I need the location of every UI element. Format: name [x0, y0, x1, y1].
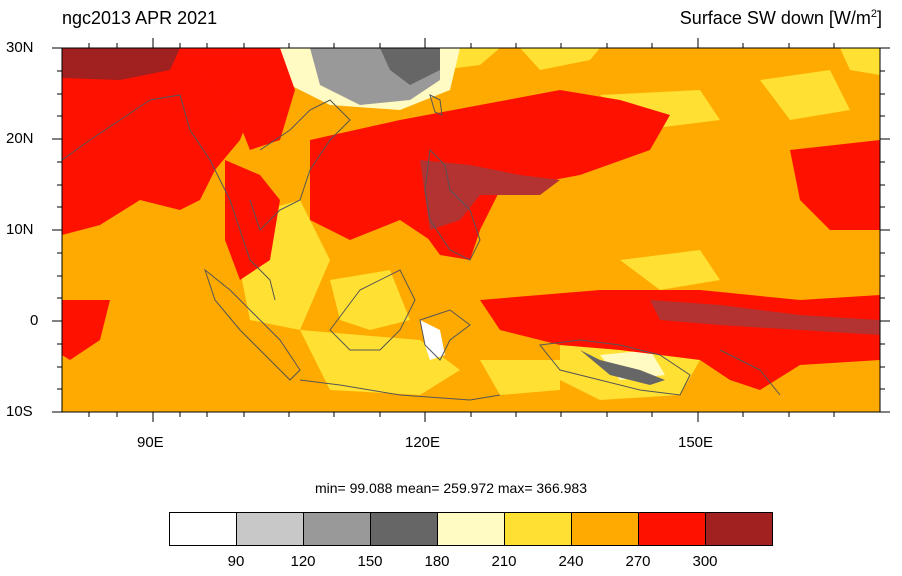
- colorbar-label-300: 300: [692, 553, 718, 570]
- grey-regions: [310, 48, 880, 385]
- colorbar-label-240: 240: [558, 553, 584, 570]
- lat-label-30n: 30N: [6, 39, 34, 56]
- colorbar: [169, 512, 773, 546]
- title-units-text: Surface SW down [W/m: [679, 8, 871, 28]
- lat-label-10s: 10S: [6, 403, 33, 420]
- lon-label-120e: 120E: [405, 434, 441, 451]
- colorbar-box-2: [237, 513, 304, 545]
- lon-label-150e: 150E: [678, 434, 714, 451]
- colorbar-label-150: 150: [357, 553, 383, 570]
- colorbar-box-9: [706, 513, 772, 545]
- title-units-superscript: 2: [870, 8, 877, 20]
- coastlines: [61, 94, 781, 401]
- dark-red-regions: [62, 48, 180, 80]
- colorbar-label-120: 120: [290, 553, 316, 570]
- colorbar-box-6: [505, 513, 572, 545]
- statistics-text: min= 99.088 mean= 259.972 max= 366.983: [314, 480, 588, 496]
- lat-label-0: 0: [30, 312, 39, 329]
- title-units-end: ]: [876, 8, 882, 28]
- colorbar-label-210: 210: [491, 553, 517, 570]
- colorbar-label-180: 180: [424, 553, 450, 570]
- lat-label-10n: 10N: [6, 221, 34, 238]
- colorbar-label-90: 90: [227, 553, 245, 570]
- axis-ticks: [52, 38, 890, 422]
- colorbar-box-8: [639, 513, 706, 545]
- colorbar-box-5: [438, 513, 505, 545]
- lat-label-20n: 20N: [6, 130, 34, 147]
- colorbar-label-270: 270: [625, 553, 651, 570]
- colorbar-box-7: [572, 513, 639, 545]
- plot-title-left: ngc2013 APR 2021: [62, 8, 218, 28]
- colorbar-box-3: [304, 513, 371, 545]
- map-figure: [52, 38, 890, 422]
- colorbar-box-4: [371, 513, 438, 545]
- plot-title-right: Surface SW down [W/m2]: [680, 8, 882, 29]
- lon-label-90e: 90E: [137, 434, 164, 451]
- map-plot-area: [52, 38, 890, 422]
- colorbar-box-1: [170, 513, 237, 545]
